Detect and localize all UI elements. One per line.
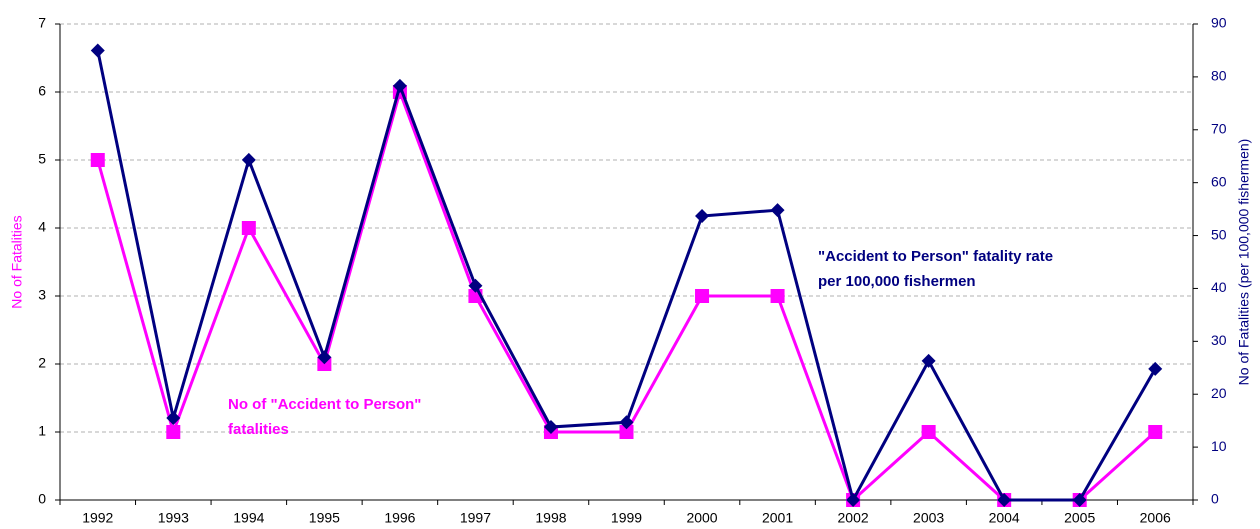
x-tick-label: 2003 xyxy=(913,510,944,526)
y2-tick-label: 70 xyxy=(1211,120,1227,136)
y-tick-label: 4 xyxy=(38,219,46,235)
marker xyxy=(695,289,710,303)
annotation: fatalities xyxy=(228,421,289,438)
marker xyxy=(921,425,936,439)
marker xyxy=(468,278,483,293)
annotation: per 100,000 fishermen xyxy=(818,273,976,290)
marker xyxy=(392,78,407,93)
y2-tick-label: 30 xyxy=(1211,332,1227,348)
marker xyxy=(619,415,634,430)
marker xyxy=(90,153,105,167)
y-tick-label: 6 xyxy=(38,83,46,99)
y-tick-label: 5 xyxy=(38,151,46,167)
marker xyxy=(921,353,936,368)
x-tick-label: 1994 xyxy=(233,510,264,526)
y-tick-label: 0 xyxy=(38,491,46,507)
y2-tick-label: 80 xyxy=(1211,68,1227,84)
x-tick-label: 1992 xyxy=(82,510,113,526)
x-tick-label: 1997 xyxy=(460,510,491,526)
x-tick-label: 1996 xyxy=(384,510,415,526)
x-tick-label: 2000 xyxy=(686,510,717,526)
x-tick-label: 2001 xyxy=(762,510,793,526)
x-tick-label: 1999 xyxy=(611,510,642,526)
y2-tick-label: 0 xyxy=(1211,491,1219,507)
marker xyxy=(241,152,256,167)
y-tick-label: 3 xyxy=(38,287,46,303)
marker xyxy=(1148,361,1163,376)
marker xyxy=(90,43,105,58)
x-tick-label: 2002 xyxy=(838,510,869,526)
y2-tick-label: 60 xyxy=(1211,173,1227,189)
marker xyxy=(1072,493,1087,507)
y2-tick-label: 20 xyxy=(1211,385,1227,401)
x-tick-label: 2004 xyxy=(989,510,1020,526)
marker xyxy=(317,350,332,365)
y2-axis-label: No of Fatalities (per 100,000 fishermen) xyxy=(1236,139,1252,386)
x-tick-label: 1998 xyxy=(535,510,566,526)
marker xyxy=(1148,425,1163,439)
marker xyxy=(166,425,181,439)
y2-tick-label: 40 xyxy=(1211,279,1227,295)
marker xyxy=(241,221,256,235)
x-tick-label: 1995 xyxy=(309,510,340,526)
marker xyxy=(770,203,785,218)
marker xyxy=(619,425,634,439)
x-tick-label: 2006 xyxy=(1140,510,1171,526)
y-tick-label: 1 xyxy=(38,423,46,439)
y2-tick-label: 50 xyxy=(1211,226,1227,242)
y2-tick-label: 10 xyxy=(1211,438,1227,454)
y-axis-label: No of Fatalities xyxy=(9,215,25,308)
marker xyxy=(166,411,181,426)
marker xyxy=(543,420,558,435)
marker xyxy=(846,493,861,507)
annotation: No of "Accident to Person" xyxy=(228,396,421,413)
y2-tick-label: 90 xyxy=(1211,15,1227,31)
marker xyxy=(770,289,785,303)
x-tick-label: 2005 xyxy=(1064,510,1095,526)
marker xyxy=(997,493,1012,507)
y-tick-label: 7 xyxy=(38,15,46,31)
annotation: "Accident to Person" fatality rate xyxy=(818,248,1053,265)
y-tick-label: 2 xyxy=(38,355,46,371)
marker xyxy=(695,208,710,223)
x-tick-label: 1993 xyxy=(158,510,189,526)
